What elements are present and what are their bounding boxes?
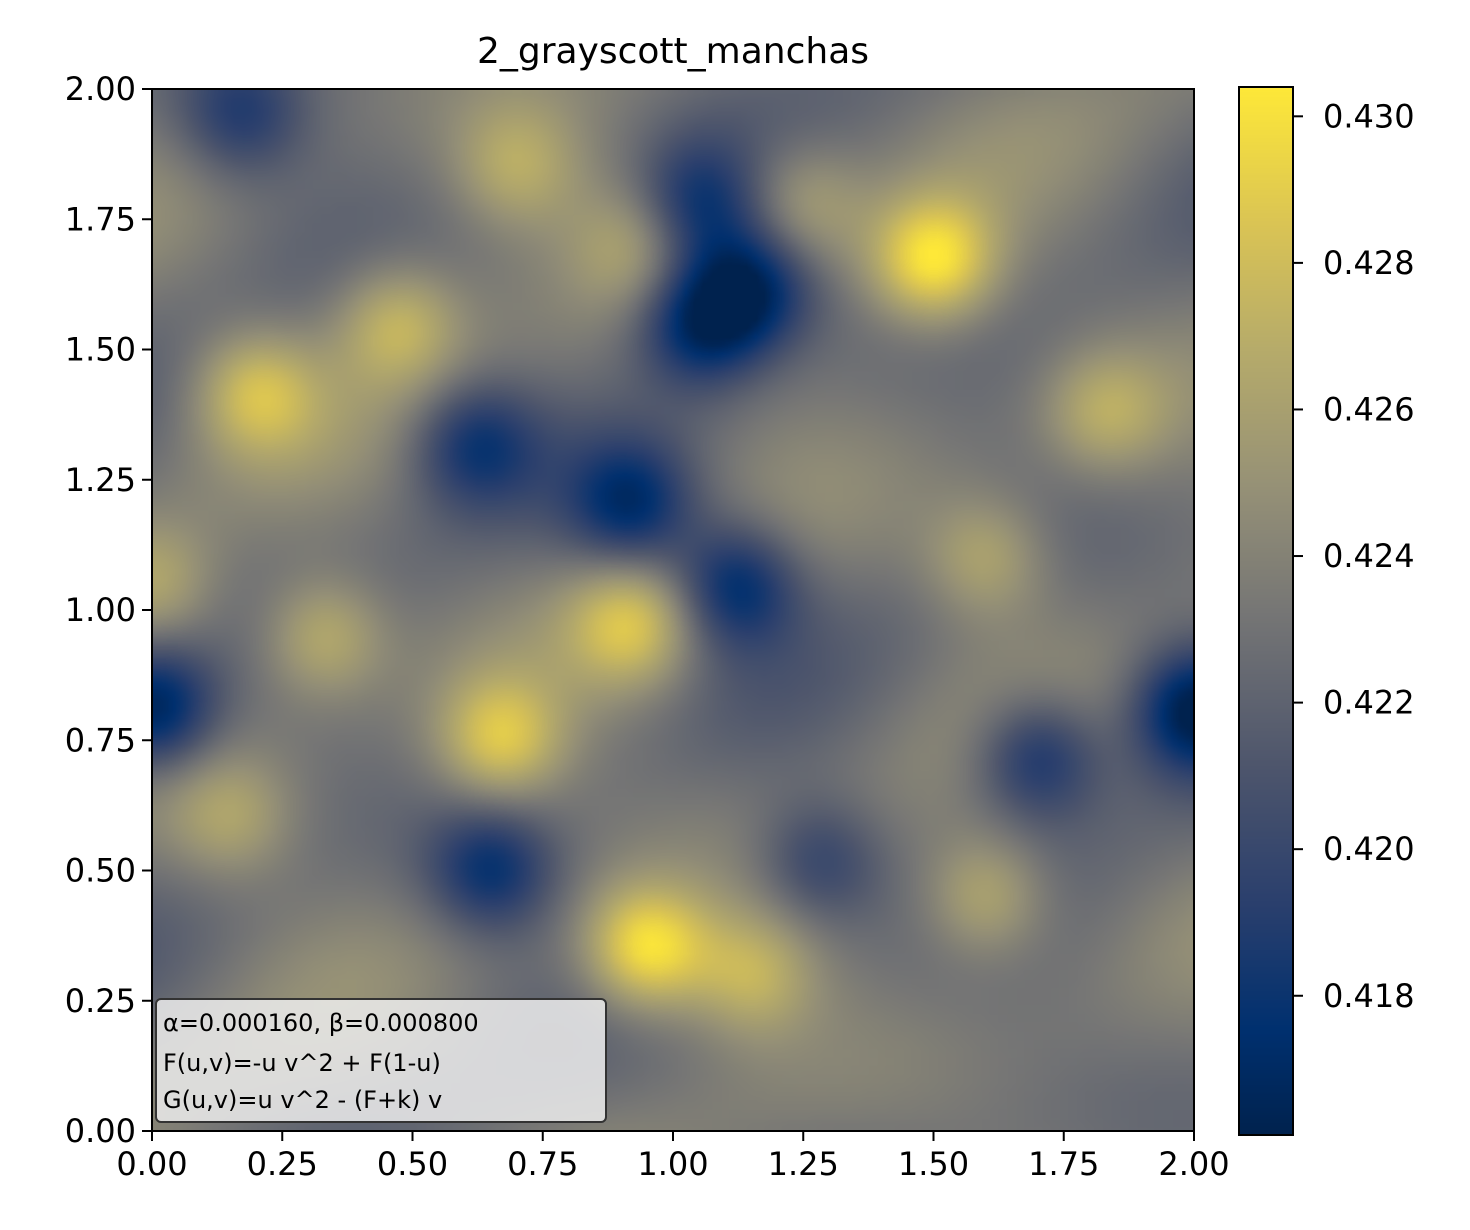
x-axis: 0.00 0.25 0.50 0.75 1.00 1.25 1.50 1.75 2.00 <box>116 1131 1230 1183</box>
x-tick-label: 0.00 <box>116 1145 187 1183</box>
x-tick-label: 0.50 <box>377 1145 448 1183</box>
y-axis: 0.00 0.25 0.50 0.75 1.00 1.25 1.50 1.75 2.00 <box>65 70 152 1150</box>
annotation-line-g: G(u,v)=u v^2 - (F+k) v <box>163 1086 442 1114</box>
x-tick-label: 0.25 <box>247 1145 318 1183</box>
colorbar-frame <box>1238 86 1294 1136</box>
x-tick-label: 1.25 <box>768 1145 839 1183</box>
colorbar-tick-label: 0.430 <box>1323 97 1415 135</box>
y-tick-label: 2.00 <box>65 70 136 108</box>
y-tick-label: 0.00 <box>65 1112 136 1150</box>
colorbar-tick-label: 0.424 <box>1323 537 1415 575</box>
y-tick-label: 0.75 <box>65 721 136 759</box>
colorbar-tick-label: 0.420 <box>1323 830 1415 868</box>
colorbar-tick-label: 0.422 <box>1323 684 1415 722</box>
y-tick-label: 1.25 <box>65 461 136 499</box>
y-tick-label: 0.50 <box>65 852 136 890</box>
colorbar-ticks: 0.418 0.420 0.422 0.424 0.426 0.428 0.430 <box>1293 97 1415 1015</box>
y-tick-label: 1.00 <box>65 591 136 629</box>
annotation-background <box>155 998 607 1123</box>
annotation-box: α=0.000160, β=0.000800 F(u,v)=-u v^2 + F… <box>155 998 607 1123</box>
colorbar-gradient <box>1239 87 1293 1135</box>
annotation-line-params: α=0.000160, β=0.000800 <box>163 1009 479 1037</box>
colorbar-tick-label: 0.418 <box>1323 977 1415 1015</box>
plot-area <box>151 88 1195 1132</box>
colorbar: 0.418 0.420 0.422 0.424 0.426 0.428 0.430 <box>1238 86 1415 1136</box>
x-tick-label: 1.75 <box>1028 1145 1099 1183</box>
x-tick-label: 1.50 <box>898 1145 969 1183</box>
chart-title: 2_grayscott_manchas <box>477 31 869 72</box>
x-tick-label: 1.00 <box>637 1145 708 1183</box>
colorbar-tick-label: 0.428 <box>1323 244 1415 282</box>
x-tick-label: 2.00 <box>1158 1145 1229 1183</box>
x-tick-label: 0.75 <box>507 1145 578 1183</box>
annotation-line-f: F(u,v)=-u v^2 + F(1-u) <box>163 1049 441 1077</box>
colorbar-tick-label: 0.426 <box>1323 390 1415 428</box>
y-tick-label: 1.75 <box>65 200 136 238</box>
y-tick-label: 1.50 <box>65 331 136 369</box>
y-tick-label: 0.25 <box>65 982 136 1020</box>
heatmap-field <box>152 89 1194 1131</box>
